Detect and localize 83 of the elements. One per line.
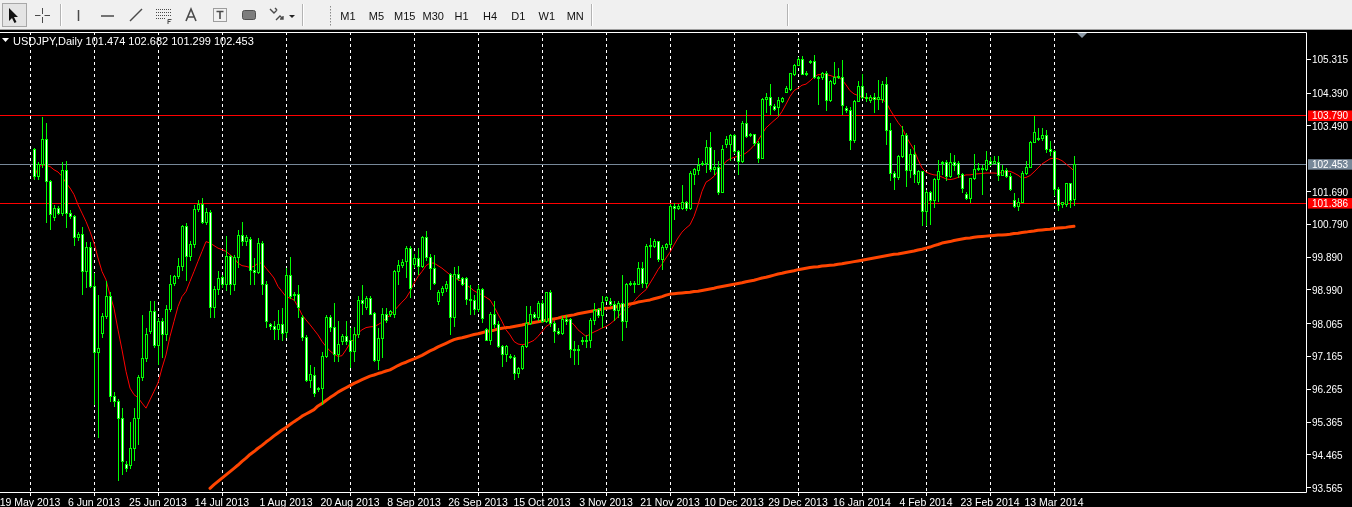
text: H4 (482, 10, 498, 22)
ref-line-label: 102.453 (1312, 158, 1349, 170)
text: W1 (538, 10, 556, 22)
x-tick-label: 16 Jan 2014 (833, 495, 892, 507)
candlestick (777, 96, 780, 117)
candlestick (117, 398, 120, 482)
candlestick (945, 159, 948, 182)
candlestick (273, 320, 276, 341)
x-tick-label: 20 Aug 2013 (320, 495, 380, 507)
x-tick-label: 19 May 2013 (0, 495, 61, 507)
text: M5 (368, 10, 385, 22)
x-tick-label: 13 Mar 2014 (1024, 495, 1084, 507)
candlestick (277, 309, 280, 341)
candlestick (337, 320, 340, 363)
candlestick (465, 276, 468, 306)
candlestick (709, 131, 712, 173)
candlestick (297, 284, 300, 319)
candlestick (577, 344, 580, 366)
line-series (208, 224, 1076, 490)
x-tick-label: 21 Nov 2013 (640, 495, 700, 507)
candlestick (705, 139, 708, 174)
x-tick-label: 15 Oct 2013 (513, 495, 571, 507)
y-tick-label: 99.890 (1312, 252, 1344, 264)
candlestick (201, 197, 204, 225)
text: M1 (340, 10, 356, 22)
candlestick (621, 274, 624, 342)
candlestick (73, 214, 76, 247)
candlestick (637, 261, 640, 286)
candlestick (513, 354, 516, 381)
x-tick-label: 1 Aug 2013 (259, 495, 313, 507)
y-tick-label: 98.990 (1312, 284, 1344, 296)
y-tick-label: 103.490 (1312, 120, 1349, 132)
candlestick (981, 164, 984, 196)
chart-title: USDJPY,Daily 101.474 102.682 101.299 102.453 (13, 34, 254, 47)
x-tick-label: 29 Dec 2013 (768, 495, 828, 507)
y-tick-label: 101.690 (1312, 186, 1349, 198)
candlestick (949, 152, 952, 179)
candlestick (613, 300, 616, 322)
ref-line-label: 101.386 (1312, 197, 1349, 209)
ref-line-label: 103.790 (1312, 109, 1349, 121)
y-tick-label: 105.315 (1312, 54, 1349, 66)
x-tick-label: 6 Jun 2013 (68, 495, 121, 507)
y-tick-label: 98.065 (1312, 318, 1344, 330)
candlestick (729, 133, 732, 162)
x-tick-label: 10 Dec 2013 (704, 495, 764, 507)
candlestick (661, 244, 664, 271)
y-tick-label: 93.565 (1312, 482, 1344, 494)
candlestick (937, 159, 940, 203)
y-tick-label: 97.165 (1312, 351, 1344, 363)
y-tick-label: 95.365 (1312, 417, 1344, 429)
x-tick-label: 25 Jun 2013 (129, 495, 188, 507)
candlestick (681, 184, 684, 211)
y-tick-label: 94.465 (1312, 449, 1344, 461)
candlestick (433, 254, 436, 286)
text: M30 (422, 10, 444, 22)
x-tick-label: 23 Feb 2014 (960, 495, 1020, 507)
candlestick (985, 150, 988, 172)
candlestick (313, 366, 316, 397)
text: MN (566, 10, 584, 22)
candlestick (913, 144, 916, 184)
x-tick-label: 3 Nov 2013 (579, 495, 634, 507)
candlestick (129, 421, 132, 470)
candlestick (537, 300, 540, 322)
x-tick-label: 14 Jul 2013 (194, 495, 250, 507)
y-tick-label: 100.790 (1312, 219, 1349, 231)
candlestick (1009, 172, 1012, 192)
candlestick (769, 83, 772, 116)
candlestick (561, 315, 564, 336)
x-tick-label: 8 Sep 2013 (387, 495, 442, 507)
y-tick-label: 104.390 (1312, 88, 1349, 100)
candlestick (1065, 182, 1068, 208)
x-tick-label: 26 Sep 2013 (448, 495, 508, 507)
x-tick-label: 4 Feb 2014 (899, 495, 953, 507)
text: H1 (454, 10, 469, 22)
text: M15 (394, 10, 416, 22)
candlestick (877, 79, 880, 111)
candlestick (997, 155, 1000, 182)
y-tick-label: 96.265 (1312, 384, 1344, 396)
candlestick (1045, 129, 1048, 154)
text: D1 (511, 10, 526, 22)
candlestick (813, 54, 816, 80)
candlestick (873, 92, 876, 114)
candlestick (601, 295, 604, 329)
